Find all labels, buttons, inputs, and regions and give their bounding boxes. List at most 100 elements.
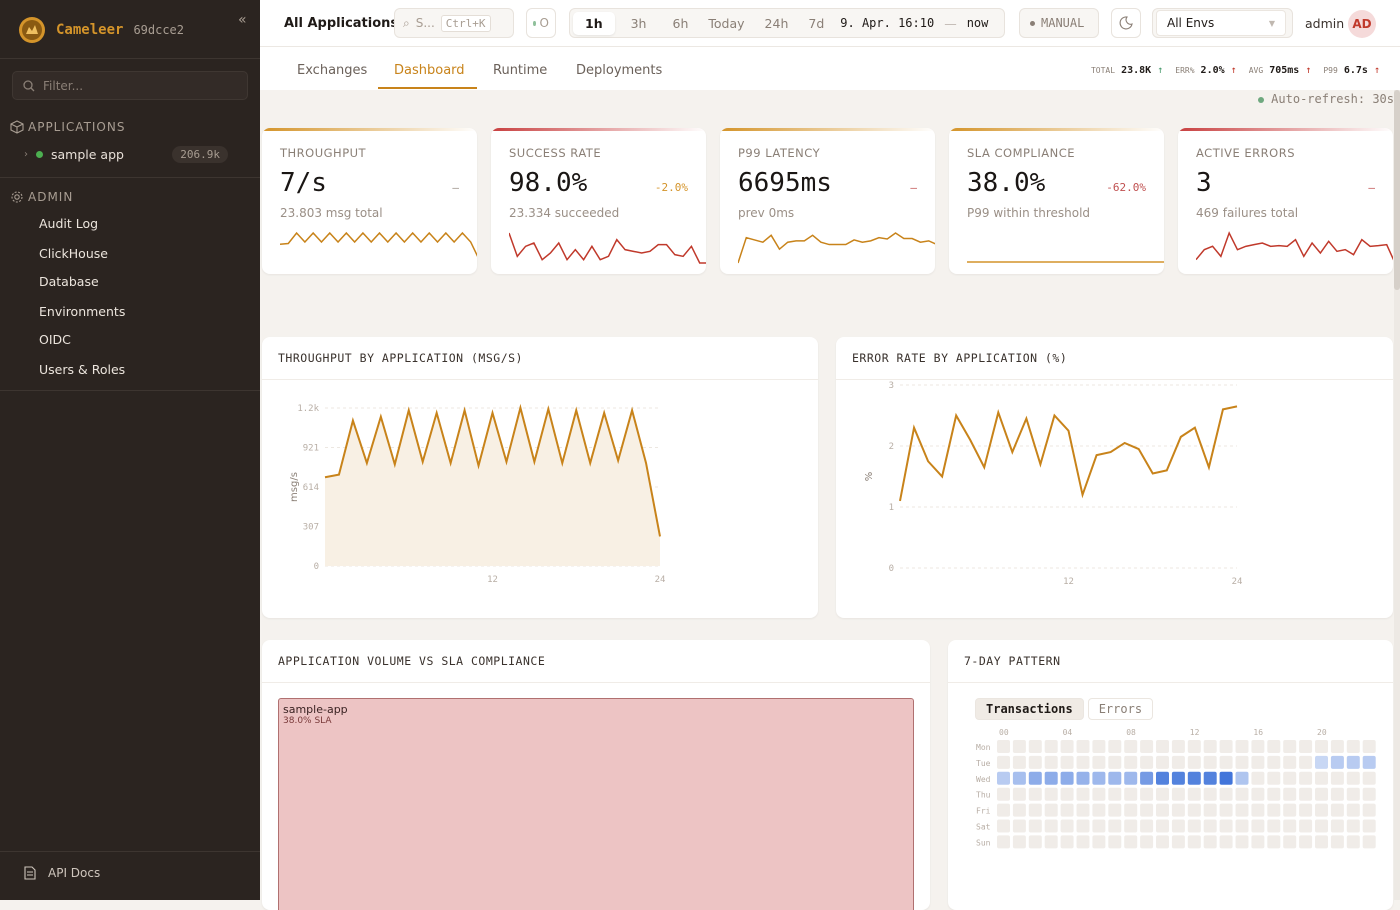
heatmap-cell[interactable] [1171,835,1185,849]
heatmap-cell[interactable] [1187,835,1201,849]
data-point[interactable] [336,472,342,478]
heatmap-cell[interactable] [1330,740,1344,753]
heatmap-cell[interactable] [1060,835,1074,849]
heatmap-cell[interactable] [1187,803,1201,817]
heatmap-cell[interactable] [1346,740,1360,753]
heatmap-cell[interactable] [1330,787,1344,801]
data-point[interactable] [587,460,593,466]
data-point[interactable] [392,461,398,467]
heatmap-cell[interactable] [1203,835,1217,849]
kpi-card-success-rate[interactable]: SUCCESS RATE 98.0% -2.0% 23.334 succeede… [491,128,706,274]
data-point[interactable] [601,410,607,416]
data-point[interactable] [939,474,945,480]
heatmap-cell[interactable] [1251,787,1265,801]
heatmap-cell[interactable] [1235,740,1249,753]
heatmap-cell[interactable] [1108,819,1122,833]
data-point[interactable] [434,410,440,416]
heatmap-cell[interactable] [1267,835,1281,849]
heatmap-cell[interactable] [1315,803,1328,817]
data-point[interactable] [1206,464,1212,470]
heatmap-cell[interactable] [1140,835,1154,849]
heatmap-cell[interactable] [1171,787,1185,801]
data-point[interactable] [448,460,454,466]
heatmap-cell[interactable] [997,819,1010,833]
data-point[interactable] [545,406,551,412]
tab-exchanges[interactable]: Exchanges [297,63,368,78]
heatmap-cell[interactable] [1012,835,1026,849]
heatmap-cell[interactable] [1203,787,1217,801]
scrollbar[interactable] [1394,90,1400,900]
heatmap-cell[interactable] [1060,787,1074,801]
range-1h[interactable]: 1h [573,11,615,35]
heatmap-cell[interactable] [1171,740,1185,753]
heatmap-cell[interactable] [1060,755,1074,769]
data-point[interactable] [1178,434,1184,440]
heatmap-cell[interactable] [1346,819,1360,833]
heatmap-cell[interactable] [1124,803,1138,817]
heatmap-cell[interactable] [1187,819,1201,833]
heatmap-cell[interactable] [1108,771,1122,785]
heatmap-cell[interactable] [1330,835,1344,849]
heatmap-cell[interactable] [1092,787,1106,801]
heatmap-cell[interactable] [1060,771,1074,785]
range-24h[interactable]: 24h [764,15,789,31]
heatmap-cell[interactable] [1362,771,1376,785]
tab-dashboard[interactable]: Dashboard [394,63,465,78]
heatmap-cell[interactable] [1187,740,1201,753]
heatmap-cell[interactable] [1028,819,1042,833]
heatmap-cell[interactable] [1140,803,1154,817]
data-point[interactable] [615,457,621,463]
kpi-card-p99-latency[interactable]: P99 LATENCY 6695ms – prev 0ms [720,128,935,274]
heatmap-cell[interactable] [1044,755,1058,769]
heatmap-cell[interactable] [1060,740,1074,753]
heatmap-cell[interactable] [1283,803,1297,817]
data-point[interactable] [1051,413,1057,419]
data-point[interactable] [1164,467,1170,473]
heatmap-cell[interactable] [1187,771,1201,785]
api-docs-link[interactable]: API Docs [24,866,100,880]
heatmap-cell[interactable] [1028,740,1042,753]
data-point[interactable] [1136,446,1142,452]
data-point[interactable] [911,425,917,431]
data-point[interactable] [1009,449,1015,455]
data-point[interactable] [1108,449,1114,455]
heatmap-cell[interactable] [1012,771,1026,785]
heatmap-cell[interactable] [1283,771,1297,785]
heatmap-cell[interactable] [1092,835,1106,849]
data-point[interactable] [629,407,635,413]
heatmap-cell[interactable] [1299,740,1313,753]
heatmap-cell[interactable] [1330,819,1344,833]
heatmap-cell[interactable] [1219,771,1233,785]
range-today[interactable]: Today [708,15,745,31]
heatmap-cell[interactable] [1187,787,1201,801]
heatmap-cell[interactable] [1219,835,1233,849]
heatmap-cell[interactable] [1044,740,1058,753]
data-point[interactable] [503,459,509,465]
brand[interactable]: Cameleer 69dcce2 [18,16,184,44]
heatmap-cell[interactable] [1092,803,1106,817]
heatmap-cell[interactable] [1362,740,1376,753]
heatmap-cell[interactable] [1028,835,1042,849]
heatmap-cell[interactable] [1012,803,1026,817]
heatmap-cell[interactable] [1346,771,1360,785]
heatmap-cell[interactable] [1140,819,1154,833]
heatmap-cell[interactable] [997,771,1010,785]
heatmap-cell[interactable] [1076,803,1090,817]
heatmap-cell[interactable] [1203,803,1217,817]
heatmap-cell[interactable] [1362,787,1376,801]
data-point[interactable] [1023,416,1029,422]
heatmap-cell[interactable] [1156,819,1169,833]
sidebar-item-database[interactable]: Database [39,274,99,289]
heatmap-cell[interactable] [1299,803,1313,817]
heatmap-cell[interactable] [1028,771,1042,785]
heatmap-cell[interactable] [1060,819,1074,833]
heatmap-cell[interactable] [1012,755,1026,769]
heatmap-cell[interactable] [1219,787,1233,801]
heatmap-cell[interactable] [1362,835,1376,849]
heatmap-cell[interactable] [1235,835,1249,849]
mode-errors-button[interactable]: Errors [1087,698,1154,720]
data-point[interactable] [559,460,565,466]
heatmap-cell[interactable] [1028,787,1042,801]
admin-section[interactable]: ADMIN [10,190,73,204]
heatmap-cell[interactable] [1315,755,1328,769]
